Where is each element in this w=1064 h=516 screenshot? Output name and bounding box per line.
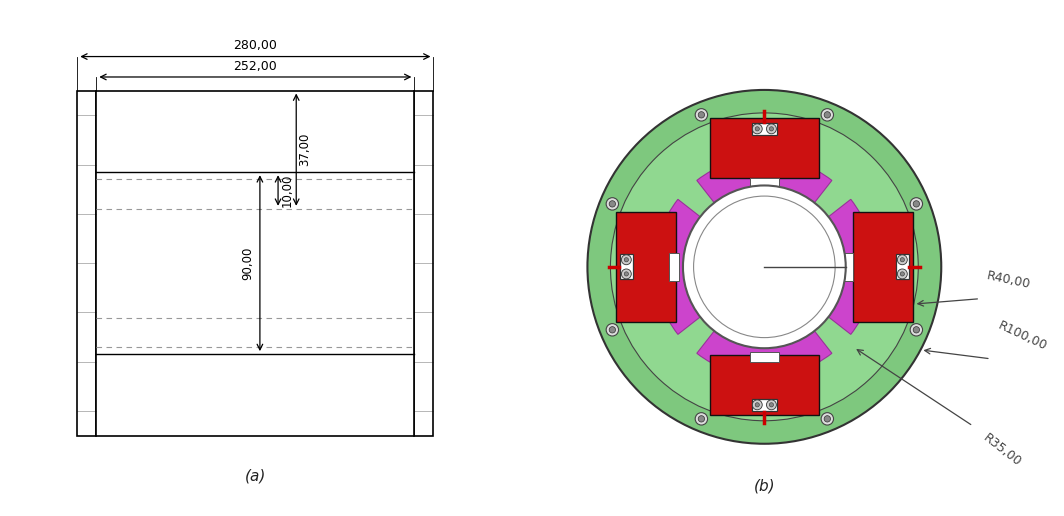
Circle shape xyxy=(698,111,704,118)
Text: 10,00: 10,00 xyxy=(280,174,294,207)
Bar xyxy=(710,118,819,179)
Circle shape xyxy=(900,257,904,262)
Bar xyxy=(710,356,819,415)
Bar xyxy=(669,253,680,281)
Bar xyxy=(843,253,853,281)
Circle shape xyxy=(587,90,942,444)
Circle shape xyxy=(769,127,774,131)
Circle shape xyxy=(910,198,922,210)
Text: R100,00: R100,00 xyxy=(996,319,1049,353)
Wedge shape xyxy=(697,157,832,267)
Bar xyxy=(414,91,433,436)
Circle shape xyxy=(897,255,908,265)
Bar xyxy=(616,212,676,321)
Wedge shape xyxy=(764,199,874,334)
Circle shape xyxy=(752,124,762,134)
Text: (b): (b) xyxy=(753,478,776,493)
Bar xyxy=(752,399,777,411)
Text: 252,00: 252,00 xyxy=(233,60,278,73)
Bar xyxy=(620,254,632,279)
Wedge shape xyxy=(697,267,832,377)
Circle shape xyxy=(610,201,616,207)
Circle shape xyxy=(606,324,618,336)
Circle shape xyxy=(825,416,831,422)
Circle shape xyxy=(621,269,631,279)
Circle shape xyxy=(625,257,629,262)
Text: 37,00: 37,00 xyxy=(299,133,312,166)
Circle shape xyxy=(913,201,919,207)
Circle shape xyxy=(683,185,846,348)
Bar xyxy=(97,91,414,436)
Circle shape xyxy=(897,269,908,279)
Circle shape xyxy=(752,400,762,410)
Circle shape xyxy=(910,324,922,336)
Text: R35,00: R35,00 xyxy=(980,431,1024,469)
Bar xyxy=(750,352,779,362)
Text: 90,00: 90,00 xyxy=(242,247,254,280)
Circle shape xyxy=(766,400,777,410)
Text: (a): (a) xyxy=(245,469,266,483)
Circle shape xyxy=(755,402,760,407)
Circle shape xyxy=(900,272,904,276)
Circle shape xyxy=(606,198,618,210)
Bar xyxy=(750,179,779,189)
Circle shape xyxy=(821,413,833,425)
Bar xyxy=(853,212,913,321)
Circle shape xyxy=(825,111,831,118)
Circle shape xyxy=(821,109,833,121)
Circle shape xyxy=(625,272,629,276)
Circle shape xyxy=(755,127,760,131)
Wedge shape xyxy=(654,199,764,334)
Text: R46,00: R46,00 xyxy=(774,278,818,291)
Circle shape xyxy=(769,402,774,407)
Bar xyxy=(78,91,97,436)
Text: R40,00: R40,00 xyxy=(985,270,1032,292)
Circle shape xyxy=(698,416,704,422)
Circle shape xyxy=(766,124,777,134)
Text: 280,00: 280,00 xyxy=(233,39,278,52)
Circle shape xyxy=(621,255,631,265)
Circle shape xyxy=(913,327,919,333)
Circle shape xyxy=(695,413,708,425)
Circle shape xyxy=(611,113,918,421)
Circle shape xyxy=(695,109,708,121)
Bar xyxy=(896,254,909,279)
Circle shape xyxy=(610,327,616,333)
Bar xyxy=(752,123,777,135)
